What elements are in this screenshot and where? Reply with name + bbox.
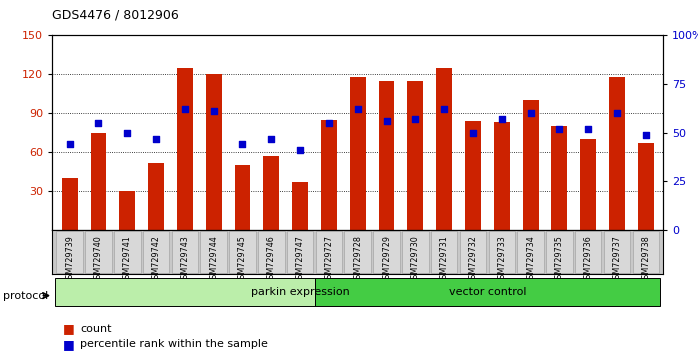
FancyBboxPatch shape: [632, 232, 659, 273]
FancyBboxPatch shape: [315, 278, 660, 306]
Text: ■: ■: [63, 322, 75, 335]
FancyBboxPatch shape: [114, 232, 140, 273]
FancyBboxPatch shape: [315, 232, 342, 273]
Text: GSM729738: GSM729738: [641, 235, 651, 284]
Point: [410, 116, 421, 122]
Text: GSM729730: GSM729730: [411, 235, 419, 284]
FancyBboxPatch shape: [57, 232, 83, 273]
Text: GSM729737: GSM729737: [613, 235, 621, 284]
Point: [295, 147, 306, 153]
FancyBboxPatch shape: [85, 232, 112, 273]
FancyBboxPatch shape: [345, 232, 371, 273]
Text: GSM729728: GSM729728: [353, 235, 362, 284]
Bar: [408, 81, 423, 230]
Text: GDS4476 / 8012906: GDS4476 / 8012906: [52, 9, 179, 22]
Text: percentile rank within the sample: percentile rank within the sample: [80, 339, 268, 349]
FancyBboxPatch shape: [373, 232, 400, 273]
Text: vector control: vector control: [449, 287, 526, 297]
Text: parkin expression: parkin expression: [251, 287, 350, 297]
FancyBboxPatch shape: [431, 232, 457, 273]
Bar: [235, 165, 251, 230]
Bar: [436, 68, 452, 230]
Text: GSM729734: GSM729734: [526, 235, 535, 284]
Text: GSM729746: GSM729746: [267, 235, 276, 284]
Bar: [292, 182, 308, 230]
Bar: [148, 162, 164, 230]
Text: GSM729747: GSM729747: [296, 235, 304, 284]
FancyBboxPatch shape: [229, 232, 255, 273]
Text: GSM729727: GSM729727: [325, 235, 334, 284]
Point: [525, 110, 536, 116]
Point: [93, 120, 104, 126]
FancyBboxPatch shape: [575, 232, 602, 273]
Text: GSM729733: GSM729733: [497, 235, 506, 284]
Text: protocol: protocol: [3, 291, 49, 301]
FancyBboxPatch shape: [546, 232, 572, 273]
FancyBboxPatch shape: [172, 232, 198, 273]
Point: [64, 142, 75, 147]
Text: GSM729743: GSM729743: [180, 235, 189, 284]
Bar: [321, 120, 337, 230]
Text: ■: ■: [63, 338, 75, 350]
FancyBboxPatch shape: [143, 232, 170, 273]
Bar: [609, 77, 625, 230]
Bar: [61, 178, 77, 230]
Text: GSM729741: GSM729741: [123, 235, 132, 284]
Bar: [638, 143, 654, 230]
Bar: [177, 68, 193, 230]
Point: [352, 107, 364, 112]
Point: [438, 107, 450, 112]
Bar: [494, 122, 510, 230]
Point: [179, 107, 191, 112]
Bar: [206, 74, 221, 230]
Point: [208, 108, 219, 114]
Point: [151, 136, 162, 141]
Bar: [378, 81, 394, 230]
Bar: [551, 126, 567, 230]
FancyBboxPatch shape: [55, 278, 315, 306]
Point: [583, 126, 594, 132]
Point: [237, 142, 248, 147]
Point: [381, 118, 392, 124]
FancyBboxPatch shape: [460, 232, 487, 273]
Bar: [580, 139, 596, 230]
Point: [611, 110, 623, 116]
FancyBboxPatch shape: [402, 232, 429, 273]
Text: GSM729745: GSM729745: [238, 235, 247, 284]
Text: GSM729735: GSM729735: [555, 235, 564, 284]
Bar: [91, 133, 106, 230]
Point: [468, 130, 479, 136]
Point: [121, 130, 133, 136]
Text: GSM729729: GSM729729: [382, 235, 391, 284]
Bar: [465, 121, 481, 230]
FancyBboxPatch shape: [489, 232, 515, 273]
Bar: [263, 156, 279, 230]
Text: GSM729739: GSM729739: [65, 235, 74, 284]
Point: [640, 132, 651, 137]
Text: GSM729744: GSM729744: [209, 235, 218, 284]
Text: GSM729731: GSM729731: [440, 235, 449, 284]
Point: [496, 116, 507, 122]
FancyBboxPatch shape: [287, 232, 313, 273]
Text: GSM729740: GSM729740: [94, 235, 103, 284]
Text: GSM729742: GSM729742: [151, 235, 161, 284]
Point: [266, 136, 277, 141]
Bar: [523, 100, 538, 230]
Text: GSM729736: GSM729736: [584, 235, 593, 284]
FancyBboxPatch shape: [258, 232, 285, 273]
Bar: [119, 191, 135, 230]
FancyBboxPatch shape: [517, 232, 544, 273]
FancyBboxPatch shape: [604, 232, 630, 273]
Bar: [350, 77, 366, 230]
FancyBboxPatch shape: [200, 232, 227, 273]
Text: count: count: [80, 324, 112, 333]
Point: [323, 120, 334, 126]
Point: [554, 126, 565, 132]
Text: GSM729732: GSM729732: [468, 235, 477, 284]
